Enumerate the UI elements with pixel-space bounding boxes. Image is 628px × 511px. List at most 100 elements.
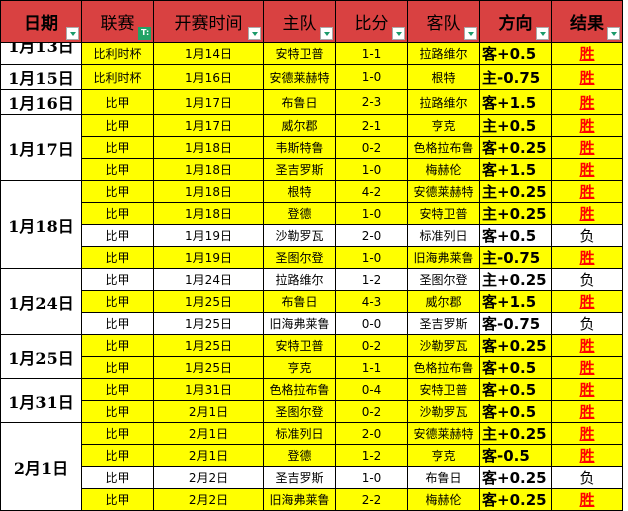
result-cell[interactable]: 胜 — [551, 488, 623, 511]
filter-dropdown-icon[interactable] — [536, 27, 549, 40]
time-cell[interactable]: 1月19日 — [153, 246, 264, 269]
score-cell[interactable]: 1-1 — [335, 42, 408, 65]
home-cell[interactable]: 旧海弗莱鲁 — [263, 488, 336, 511]
time-cell[interactable]: 1月18日 — [153, 158, 264, 181]
time-cell[interactable]: 1月16日 — [153, 64, 264, 90]
away-cell[interactable]: 标准列日 — [407, 224, 480, 247]
league-cell[interactable]: 比甲 — [81, 114, 154, 137]
home-cell[interactable]: 圣吉罗斯 — [263, 466, 336, 489]
score-cell[interactable]: 2-3 — [335, 89, 408, 115]
league-cell[interactable]: 比甲 — [81, 422, 154, 445]
score-cell[interactable]: 4-3 — [335, 290, 408, 313]
home-cell[interactable]: 布鲁日 — [263, 89, 336, 115]
league-cell[interactable]: 比甲 — [81, 224, 154, 247]
time-cell[interactable]: 2月1日 — [153, 400, 264, 423]
score-cell[interactable]: 2-0 — [335, 422, 408, 445]
time-cell[interactable]: 1月25日 — [153, 312, 264, 335]
time-cell[interactable]: 1月31日 — [153, 378, 264, 401]
home-cell[interactable]: 韦斯特鲁 — [263, 136, 336, 159]
time-cell[interactable]: 2月2日 — [153, 488, 264, 511]
score-cell[interactable]: 0-2 — [335, 334, 408, 357]
away-cell[interactable]: 色格拉布鲁 — [407, 136, 480, 159]
dir-cell[interactable]: 客-0.75 — [479, 312, 552, 335]
league-cell[interactable]: 比甲 — [81, 202, 154, 225]
league-cell[interactable]: 比甲 — [81, 312, 154, 335]
league-cell[interactable]: 比甲 — [81, 158, 154, 181]
result-cell[interactable]: 胜 — [551, 202, 623, 225]
league-cell[interactable]: 比甲 — [81, 290, 154, 313]
away-cell[interactable]: 圣图尔登 — [407, 268, 480, 291]
score-cell[interactable]: 1-0 — [335, 64, 408, 90]
score-cell[interactable]: 0-2 — [335, 400, 408, 423]
filter-dropdown-icon[interactable] — [464, 27, 477, 40]
time-cell[interactable]: 1月25日 — [153, 356, 264, 379]
result-cell[interactable]: 胜 — [551, 136, 623, 159]
score-cell[interactable]: 1-0 — [335, 246, 408, 269]
score-cell[interactable]: 4-2 — [335, 180, 408, 203]
score-cell[interactable]: 0-2 — [335, 136, 408, 159]
time-cell[interactable]: 1月18日 — [153, 202, 264, 225]
score-cell[interactable]: 2-1 — [335, 114, 408, 137]
score-cell[interactable]: 0-0 — [335, 312, 408, 335]
result-cell[interactable]: 胜 — [551, 356, 623, 379]
score-cell[interactable]: 0-4 — [335, 378, 408, 401]
dir-cell[interactable]: 主-0.75 — [479, 64, 552, 90]
home-cell[interactable]: 标准列日 — [263, 422, 336, 445]
filter-dropdown-icon[interactable] — [607, 27, 620, 40]
score-cell[interactable]: 1-2 — [335, 444, 408, 467]
away-cell[interactable]: 沙勒罗瓦 — [407, 334, 480, 357]
time-cell[interactable]: 2月1日 — [153, 444, 264, 467]
dir-cell[interactable]: 客+0.25 — [479, 136, 552, 159]
result-cell[interactable]: 胜 — [551, 114, 623, 137]
dir-cell[interactable]: 主-0.75 — [479, 246, 552, 269]
league-cell[interactable]: 比甲 — [81, 356, 154, 379]
time-cell[interactable]: 1月25日 — [153, 334, 264, 357]
away-cell[interactable]: 根特 — [407, 64, 480, 90]
home-cell[interactable]: 威尔郡 — [263, 114, 336, 137]
date-cell[interactable]: 1月15日 — [0, 64, 82, 90]
score-cell[interactable]: 2-0 — [335, 224, 408, 247]
result-cell[interactable]: 负 — [551, 224, 623, 247]
league-cell[interactable]: 比甲 — [81, 488, 154, 511]
date-cell[interactable]: 1月24日 — [0, 268, 82, 335]
result-cell[interactable]: 胜 — [551, 444, 623, 467]
league-cell[interactable]: 比甲 — [81, 334, 154, 357]
home-cell[interactable]: 拉路维尔 — [263, 268, 336, 291]
league-cell[interactable]: 比甲 — [81, 444, 154, 467]
result-cell[interactable]: 负 — [551, 312, 623, 335]
active-filter-icon[interactable] — [138, 27, 151, 40]
time-cell[interactable]: 1月19日 — [153, 224, 264, 247]
time-cell[interactable]: 1月17日 — [153, 114, 264, 137]
dir-cell[interactable]: 主+0.25 — [479, 422, 552, 445]
dir-cell[interactable]: 主+0.5 — [479, 114, 552, 137]
league-cell[interactable]: 比甲 — [81, 246, 154, 269]
home-cell[interactable]: 圣图尔登 — [263, 400, 336, 423]
home-cell[interactable]: 亨克 — [263, 356, 336, 379]
home-cell[interactable]: 安特卫普 — [263, 334, 336, 357]
time-cell[interactable]: 1月14日 — [153, 42, 264, 65]
away-cell[interactable]: 安特卫普 — [407, 202, 480, 225]
dir-cell[interactable]: 客+1.5 — [479, 158, 552, 181]
dir-cell[interactable]: 客+0.5 — [479, 42, 552, 65]
home-cell[interactable]: 布鲁日 — [263, 290, 336, 313]
time-cell[interactable]: 1月24日 — [153, 268, 264, 291]
result-cell[interactable]: 胜 — [551, 246, 623, 269]
away-cell[interactable]: 梅赫伦 — [407, 488, 480, 511]
date-cell[interactable]: 2月1日 — [0, 422, 82, 511]
home-cell[interactable]: 登德 — [263, 444, 336, 467]
score-cell[interactable]: 1-2 — [335, 268, 408, 291]
result-cell[interactable]: 胜 — [551, 290, 623, 313]
result-cell[interactable]: 胜 — [551, 400, 623, 423]
league-cell[interactable]: 比甲 — [81, 180, 154, 203]
filter-dropdown-icon[interactable] — [320, 27, 333, 40]
away-cell[interactable]: 亨克 — [407, 444, 480, 467]
score-cell[interactable]: 1-1 — [335, 356, 408, 379]
home-cell[interactable]: 圣图尔登 — [263, 246, 336, 269]
result-cell[interactable]: 胜 — [551, 89, 623, 115]
away-cell[interactable]: 亨克 — [407, 114, 480, 137]
time-cell[interactable]: 2月1日 — [153, 422, 264, 445]
league-cell[interactable]: 比甲 — [81, 268, 154, 291]
league-cell[interactable]: 比甲 — [81, 466, 154, 489]
date-cell[interactable]: 1月13日 — [0, 42, 82, 65]
league-cell[interactable]: 比利时杯 — [81, 42, 154, 65]
